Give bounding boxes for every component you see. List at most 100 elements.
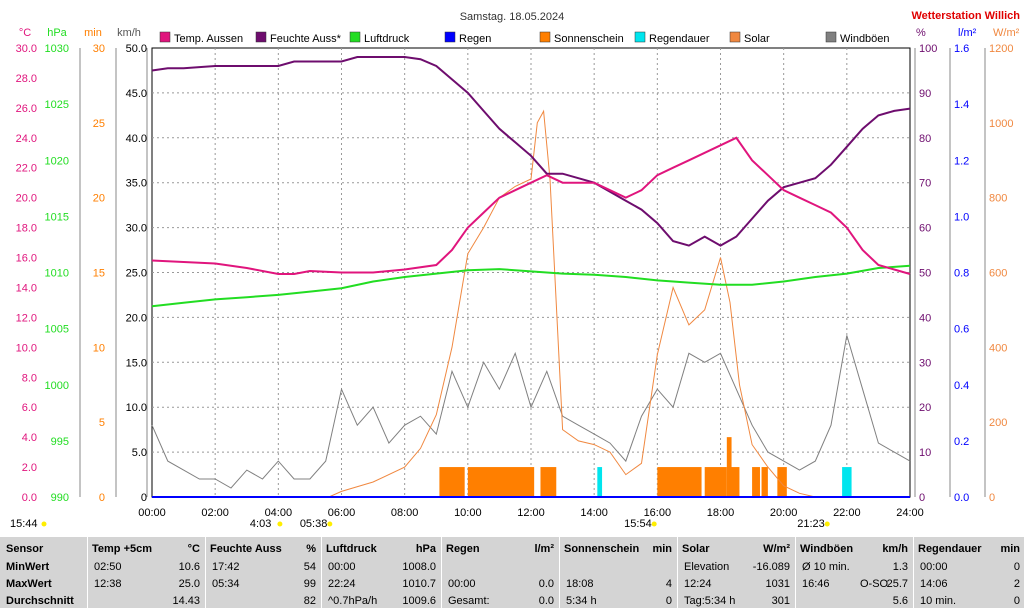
stats-unit: l/m² [534, 543, 554, 555]
tick-label-left: 10.0 [16, 342, 37, 354]
tick-label-left: 995 [51, 436, 69, 448]
tick-label-right: 0 [919, 492, 925, 504]
stats-value: 301 [771, 595, 790, 607]
tick-label-right: 1.2 [954, 155, 969, 167]
tick-label-left: 1000 [45, 380, 69, 392]
stats-separator [913, 537, 914, 608]
tick-label-left: 2.0 [22, 462, 37, 474]
stats-row-label: Durchschnitt [6, 595, 74, 607]
stats-value: 1010.7 [402, 578, 436, 590]
stats-column: Temp +5cm °C 02:50 12:38 10.6 25.0 14.43 [92, 537, 204, 608]
series-line-luftdruck [151, 264, 911, 308]
tick-label-left: 1005 [45, 324, 69, 336]
stats-value: 25.7 [886, 578, 908, 590]
plot-area [151, 56, 911, 498]
tick-label-right: 1000 [989, 118, 1013, 130]
bar-regendauer [597, 467, 603, 497]
tick-label-right: 0.0 [954, 492, 969, 504]
tick-label-left: 15.0 [126, 357, 147, 369]
stats-column: Sonnenschein min 18:08 5:34 h 4 0 [564, 537, 676, 608]
tick-label-left: 20.0 [126, 312, 147, 324]
tick-label-x: 12:00 [517, 507, 545, 519]
stats-time: 00:00 [448, 578, 476, 590]
stats-time: 17:42 [212, 561, 240, 573]
stats-column: Solar W/m² Elevation 12:24 Tag:5:34 h -16.089… [682, 537, 794, 608]
stats-separator [321, 537, 322, 608]
stats-time: Ø 10 min. [802, 561, 850, 573]
tick-label-left: 20 [93, 193, 105, 205]
tick-label-left: 26.0 [16, 103, 37, 115]
tick-label-left: 16.0 [16, 253, 37, 265]
tick-label-right: 100 [919, 43, 937, 55]
tick-label-left: 22.0 [16, 163, 37, 175]
tick-label-right: 0.8 [954, 268, 969, 280]
tick-label-left: 10.0 [126, 402, 147, 414]
tick-label-left: 0.0 [22, 492, 37, 504]
tick-label-right: 0.4 [954, 380, 969, 392]
stats-value: 1009.6 [402, 595, 436, 607]
chart-title: Samstag. 18.05.2024 [460, 11, 565, 23]
tick-label-left: 0 [141, 492, 147, 504]
legend-label: Solar [744, 33, 770, 45]
tick-label-left: 30 [93, 43, 105, 55]
tick-label-x: 18:00 [707, 507, 735, 519]
legend-swatch [729, 31, 741, 43]
stats-column: Sensor MinWert MaxWert Durchschnitt [6, 537, 92, 608]
stats-time: 22:24 [328, 578, 356, 590]
bar-sonnenschein [657, 467, 702, 497]
stats-unit: min [652, 543, 672, 555]
tick-label-right: 1.0 [954, 211, 969, 223]
tick-label-right: 70 [919, 178, 931, 190]
stats-value: 2 [1013, 578, 1020, 590]
tick-label-x: 08:00 [391, 507, 419, 519]
stats-header: Feuchte Auss [210, 543, 282, 555]
sun-marker-label: 05:38 [300, 518, 328, 530]
legend-label: Luftdruck [364, 33, 410, 45]
axis-unit-left: °C [19, 27, 31, 39]
stats-value: 82 [303, 595, 316, 607]
tick-label-x: 16:00 [644, 507, 672, 519]
sun-marker-dot [651, 521, 657, 527]
tick-label-left: 24.0 [16, 133, 37, 145]
tick-label-left: 35.0 [126, 178, 147, 190]
tick-label-left: 15 [93, 268, 105, 280]
stats-unit: W/m² [763, 543, 790, 555]
tick-label-right: 200 [989, 417, 1007, 429]
stats-unit: km/h [882, 543, 908, 555]
series-line-solar [152, 109, 816, 498]
tick-label-x: 20:00 [770, 507, 798, 519]
tick-label-left: 12.0 [16, 312, 37, 324]
tick-label-right: 20 [919, 402, 931, 414]
tick-label-x: 00:00 [138, 507, 166, 519]
stats-separator [677, 537, 678, 608]
axis-unit-right: l/m² [958, 27, 977, 39]
tick-label-right: 1.4 [954, 99, 969, 111]
legend-label: Feuchte Auss* [270, 33, 342, 45]
stats-time: 12:38 [94, 578, 122, 590]
tick-label-right: 60 [919, 223, 931, 235]
stats-column: Regen l/m² 00:00 Gesamt: 0.0 0.0 [446, 537, 558, 608]
tick-label-right: 90 [919, 88, 931, 100]
tick-label-right: 0.6 [954, 324, 969, 336]
legend-swatch [349, 31, 361, 43]
legend-label: Regen [459, 33, 491, 45]
tick-label-x: 02:00 [201, 507, 229, 519]
tick-label-right: 30 [919, 357, 931, 369]
tick-label-right: 800 [989, 193, 1007, 205]
stats-row-label: MaxWert [6, 578, 52, 590]
tick-label-left: 1015 [45, 211, 69, 223]
tick-label-right: 0.2 [954, 436, 969, 448]
legend-label: Temp. Aussen [174, 33, 243, 45]
bar-sonnenschein [777, 467, 787, 497]
axis-unit-left: hPa [47, 27, 67, 39]
sun-marker-label: 15:44 [10, 518, 38, 530]
stats-time: 16:46 [802, 578, 830, 590]
tick-label-right: 50 [919, 268, 931, 280]
stats-separator [441, 537, 442, 608]
tick-label-left: 1020 [45, 155, 69, 167]
stats-unit: min [1000, 543, 1020, 555]
stats-value: 14.43 [172, 595, 200, 607]
stats-column: Regendauer min 00:00 14:06 10 min. 0 2 0 [918, 537, 1024, 608]
sun-marker-dot [824, 521, 830, 527]
stats-time: ^0.7hPa/h [328, 595, 378, 607]
